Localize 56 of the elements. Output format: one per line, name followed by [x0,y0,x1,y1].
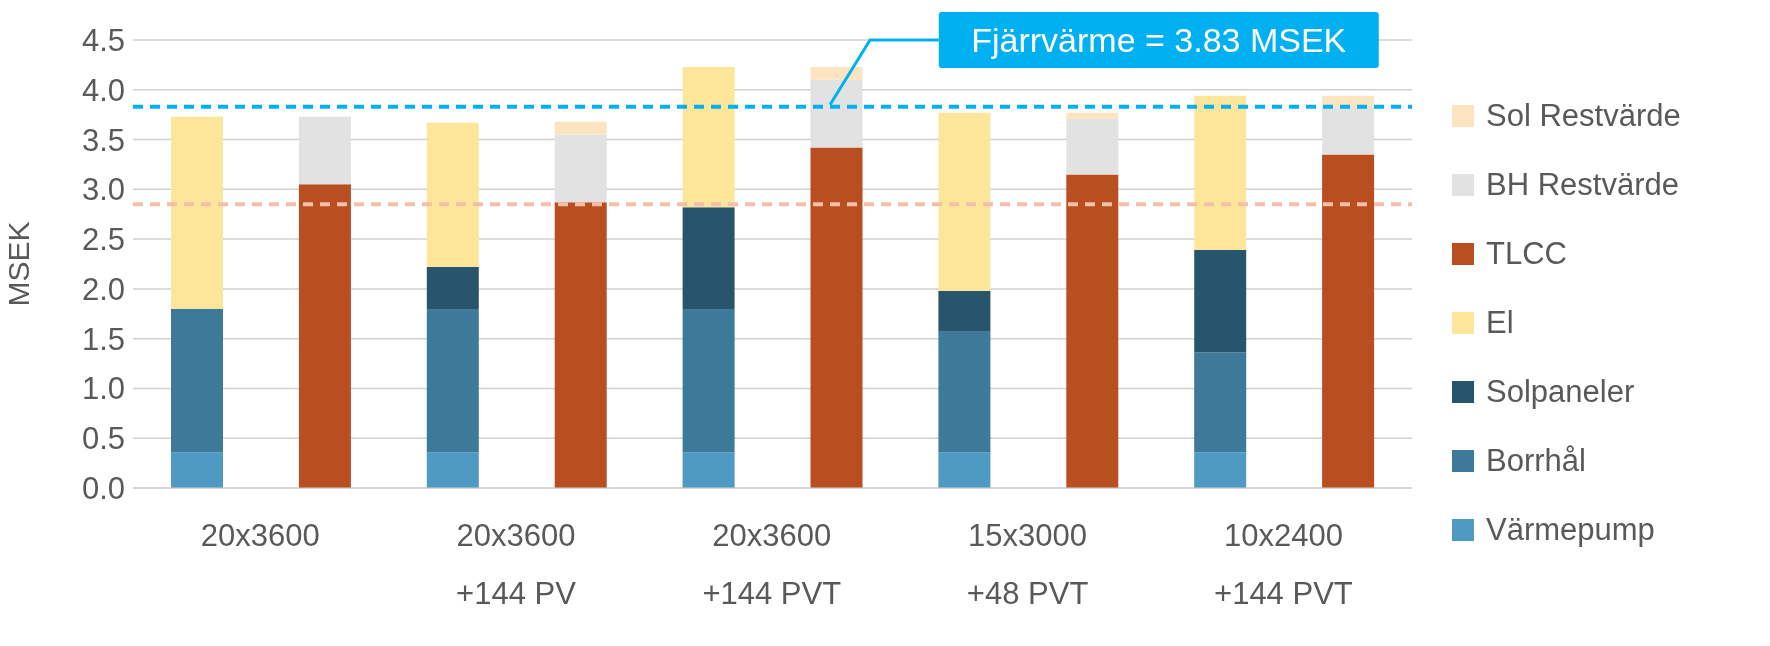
bar [938,452,991,488]
bar [298,116,351,185]
y-tick-label: 0.5 [81,421,125,457]
bar [682,66,735,208]
legend-label: El [1486,305,1514,341]
bar [1194,95,1247,251]
legend-label: Sol Restvärde [1486,98,1681,134]
bar [810,147,863,488]
y-tick-label: 3.5 [81,122,125,158]
bar [810,66,863,80]
y-tick-label: 3.0 [81,172,125,208]
bar [554,134,607,203]
bar [810,79,863,148]
bar [426,309,479,453]
bar [938,290,991,332]
x-tick-label: 20x3600 +144 PVT [702,518,842,611]
x-tick-label: 15x3000 +48 PVT [966,518,1089,611]
legend-label: Värmepump [1486,512,1655,548]
bar [171,308,223,453]
y-axis-title: MSEK [1,221,35,307]
bar [426,452,479,488]
bar [938,331,991,453]
bar [938,112,991,291]
bar [682,207,735,310]
bar [426,266,479,310]
x-tick-label: 10x2400 +144 PVT [1214,518,1353,611]
legend-label: Solpaneler [1486,374,1635,410]
bar [1322,107,1375,155]
y-tick-label: 4.0 [81,72,125,108]
bar [1194,452,1247,488]
bar [682,309,735,453]
bar [1066,174,1119,488]
bar [1322,154,1375,488]
legend-label: Borrhål [1486,443,1586,479]
bar [682,452,735,488]
legend-label: TLCC [1486,236,1567,272]
bar [171,452,223,488]
y-tick-label: 0.0 [81,471,125,507]
bar [1194,250,1247,353]
x-tick-label: 20x3600 +144 PV [456,518,577,611]
y-tick-label: 2.0 [81,271,125,307]
y-tick-label: 1.5 [81,321,125,357]
x-tick-label: 20x3600 [200,518,320,553]
bar [426,122,479,267]
bar [1066,118,1119,175]
y-tick-label: 2.5 [81,222,125,258]
bar [554,202,607,488]
bar [1066,112,1119,119]
legend-label: BH Restvärde [1486,167,1679,203]
bar [1194,352,1247,453]
y-tick-label: 1.0 [81,371,125,407]
bar [171,116,223,309]
bar [554,121,607,135]
bar [298,184,351,488]
ref-line-label: Fjärrvärme = 3.83 MSEK [971,21,1347,59]
y-tick-label: 4.5 [81,23,125,59]
